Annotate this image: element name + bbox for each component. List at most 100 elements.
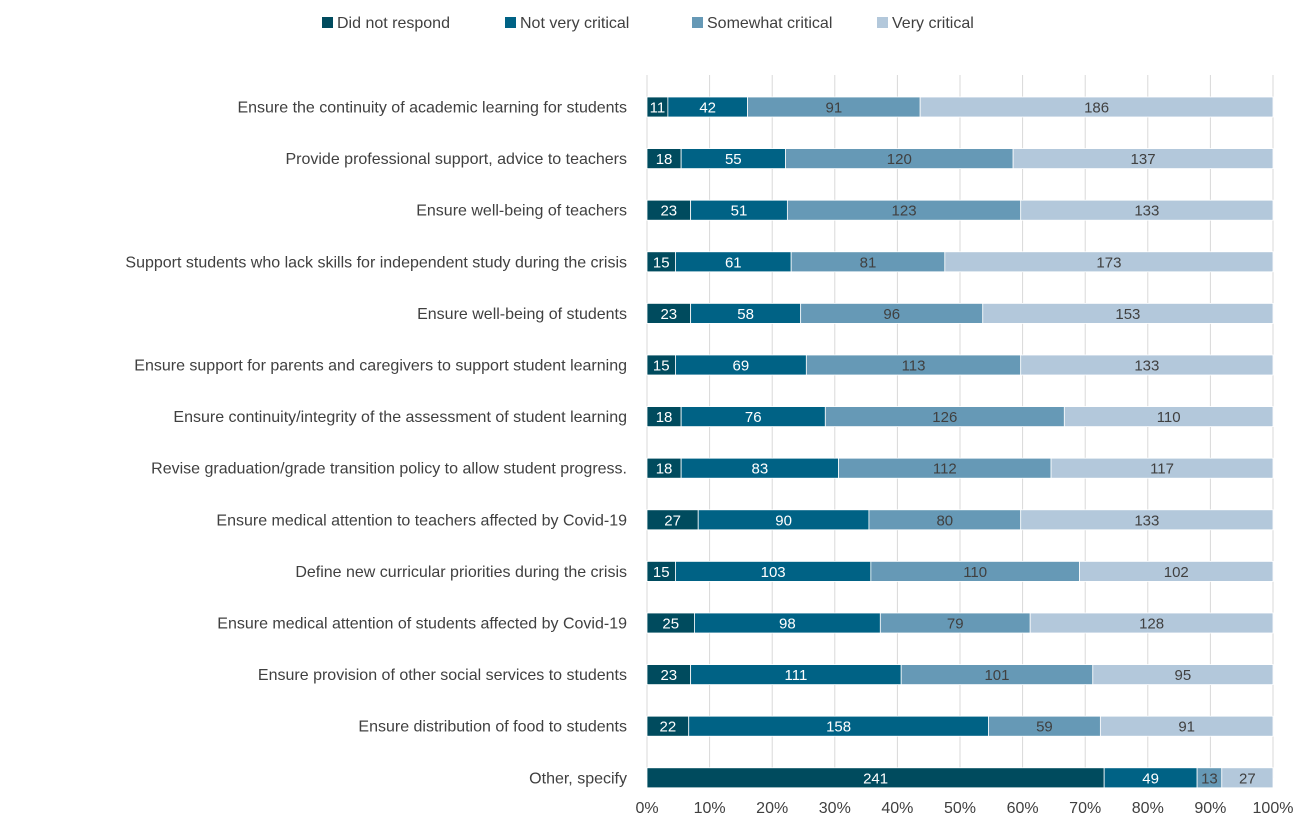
category-label: Ensure well-being of students	[417, 306, 627, 323]
bar-row: 23 111 101 95	[646, 664, 1274, 685]
data-label: 120	[887, 151, 912, 168]
x-tick-label: 60%	[1007, 800, 1039, 817]
x-tick-label: 50%	[944, 800, 976, 817]
legend-item: Did not respond	[322, 15, 450, 32]
bar-segment	[1221, 767, 1274, 789]
bar-segment	[1050, 457, 1274, 479]
bar-row: 18 76 126 110	[646, 406, 1274, 428]
data-label: 110	[1157, 409, 1181, 426]
bar-segment	[944, 251, 1274, 273]
legend-item: Not very critical	[505, 15, 629, 32]
bar-segment	[1029, 612, 1274, 634]
data-label: 133	[1134, 512, 1159, 529]
data-label: 153	[1115, 306, 1140, 323]
data-label: 18	[656, 151, 673, 168]
data-label: 61	[725, 254, 742, 271]
legend-item: Very critical	[877, 15, 974, 32]
data-label: 110	[963, 564, 987, 581]
data-label: 81	[860, 254, 877, 271]
bar-segment	[1079, 561, 1274, 582]
bar-segment	[1063, 406, 1274, 428]
legend-label: Very critical	[892, 15, 974, 32]
data-label: 111	[785, 667, 808, 684]
category-label: Ensure provision of other social service…	[258, 667, 627, 684]
bar-segment	[919, 96, 1274, 118]
x-tick-label: 0%	[635, 800, 658, 817]
bar-row: 18 55 120 137	[646, 148, 1274, 170]
bar-row: 241 49 13 27	[646, 767, 1274, 789]
data-label: 22	[660, 719, 677, 736]
data-label: 23	[660, 306, 677, 323]
bar-segment	[1020, 509, 1274, 531]
data-label: 18	[656, 461, 673, 478]
bars: 11 42 91 186 18 55 120 137 23 51 123 133 15 61 81 173 23…	[646, 96, 1274, 789]
bar-segment	[1092, 664, 1274, 685]
legend-label: Somewhat critical	[707, 15, 832, 32]
data-label: 158	[826, 719, 851, 736]
data-label: 15	[653, 254, 670, 271]
category-label: Other, specify	[529, 770, 627, 787]
bar-segment	[982, 302, 1274, 324]
category-label: Define new curricular priorities during …	[295, 564, 627, 581]
x-tick-label: 100%	[1253, 800, 1294, 817]
data-label: 91	[826, 100, 843, 117]
bar-row: 23 58 96 153	[646, 302, 1274, 324]
data-label: 83	[752, 461, 769, 478]
data-label: 133	[1134, 203, 1159, 220]
category-label: Ensure continuity/integrity of the asses…	[173, 409, 627, 426]
category-label: Provide professional support, advice to …	[285, 151, 627, 168]
x-tick-label: 20%	[756, 800, 788, 817]
bar-row: 27 90 80 133	[646, 509, 1274, 531]
data-label: 27	[664, 512, 681, 529]
category-label: Support students who lack skills for ind…	[125, 254, 627, 271]
data-label: 123	[892, 203, 917, 220]
data-label: 13	[1201, 770, 1218, 787]
category-labels: Ensure the continuity of academic learni…	[125, 100, 627, 788]
data-label: 91	[1178, 719, 1195, 736]
bar-row: 15 103 110 102	[646, 561, 1274, 582]
data-label: 55	[725, 151, 742, 168]
data-label: 15	[653, 564, 670, 581]
data-label: 186	[1084, 100, 1109, 117]
data-label: 103	[761, 564, 786, 581]
legend-swatch	[877, 17, 888, 28]
data-label: 23	[660, 203, 677, 220]
data-label: 112	[933, 461, 957, 478]
category-label: Ensure the continuity of academic learni…	[237, 100, 627, 117]
data-label: 23	[660, 667, 677, 684]
data-label: 79	[947, 616, 964, 633]
x-axis-ticks: 0% 10% 20% 30% 40% 50% 60% 70% 80% 90% 100%	[635, 800, 1293, 817]
category-label: Revise graduation/grade transition polic…	[151, 461, 627, 478]
data-label: 80	[936, 512, 953, 529]
x-tick-label: 40%	[881, 800, 913, 817]
bar-row: 23 51 123 133	[646, 199, 1274, 221]
category-label: Ensure medical attention to teachers aff…	[216, 512, 627, 529]
data-label: 11	[650, 100, 666, 117]
bar-segment	[1099, 715, 1274, 737]
x-tick-label: 10%	[694, 800, 726, 817]
bar-row: 18 83 112 117	[646, 457, 1274, 479]
bar-segment	[1020, 199, 1274, 221]
bar-row: 22 158 59 91	[646, 715, 1274, 737]
data-label: 173	[1096, 254, 1121, 271]
data-label: 126	[932, 409, 957, 426]
category-label: Ensure well-being of teachers	[416, 203, 627, 220]
data-label: 58	[737, 306, 754, 323]
legend-item: Somewhat critical	[692, 15, 832, 32]
bar-segment	[1020, 354, 1274, 376]
data-label: 101	[984, 667, 1009, 684]
data-label: 102	[1164, 564, 1189, 581]
data-label: 76	[745, 409, 762, 426]
data-label: 15	[653, 358, 670, 375]
legend-swatch	[505, 17, 516, 28]
x-tick-label: 90%	[1194, 800, 1226, 817]
data-label: 98	[779, 616, 796, 633]
legend: Did not respond Not very critical Somewhat…	[322, 15, 974, 32]
x-tick-label: 30%	[819, 800, 851, 817]
bar-segment	[1012, 148, 1274, 170]
data-label: 49	[1142, 770, 1159, 787]
data-label: 133	[1134, 358, 1159, 375]
data-label: 59	[1036, 719, 1053, 736]
